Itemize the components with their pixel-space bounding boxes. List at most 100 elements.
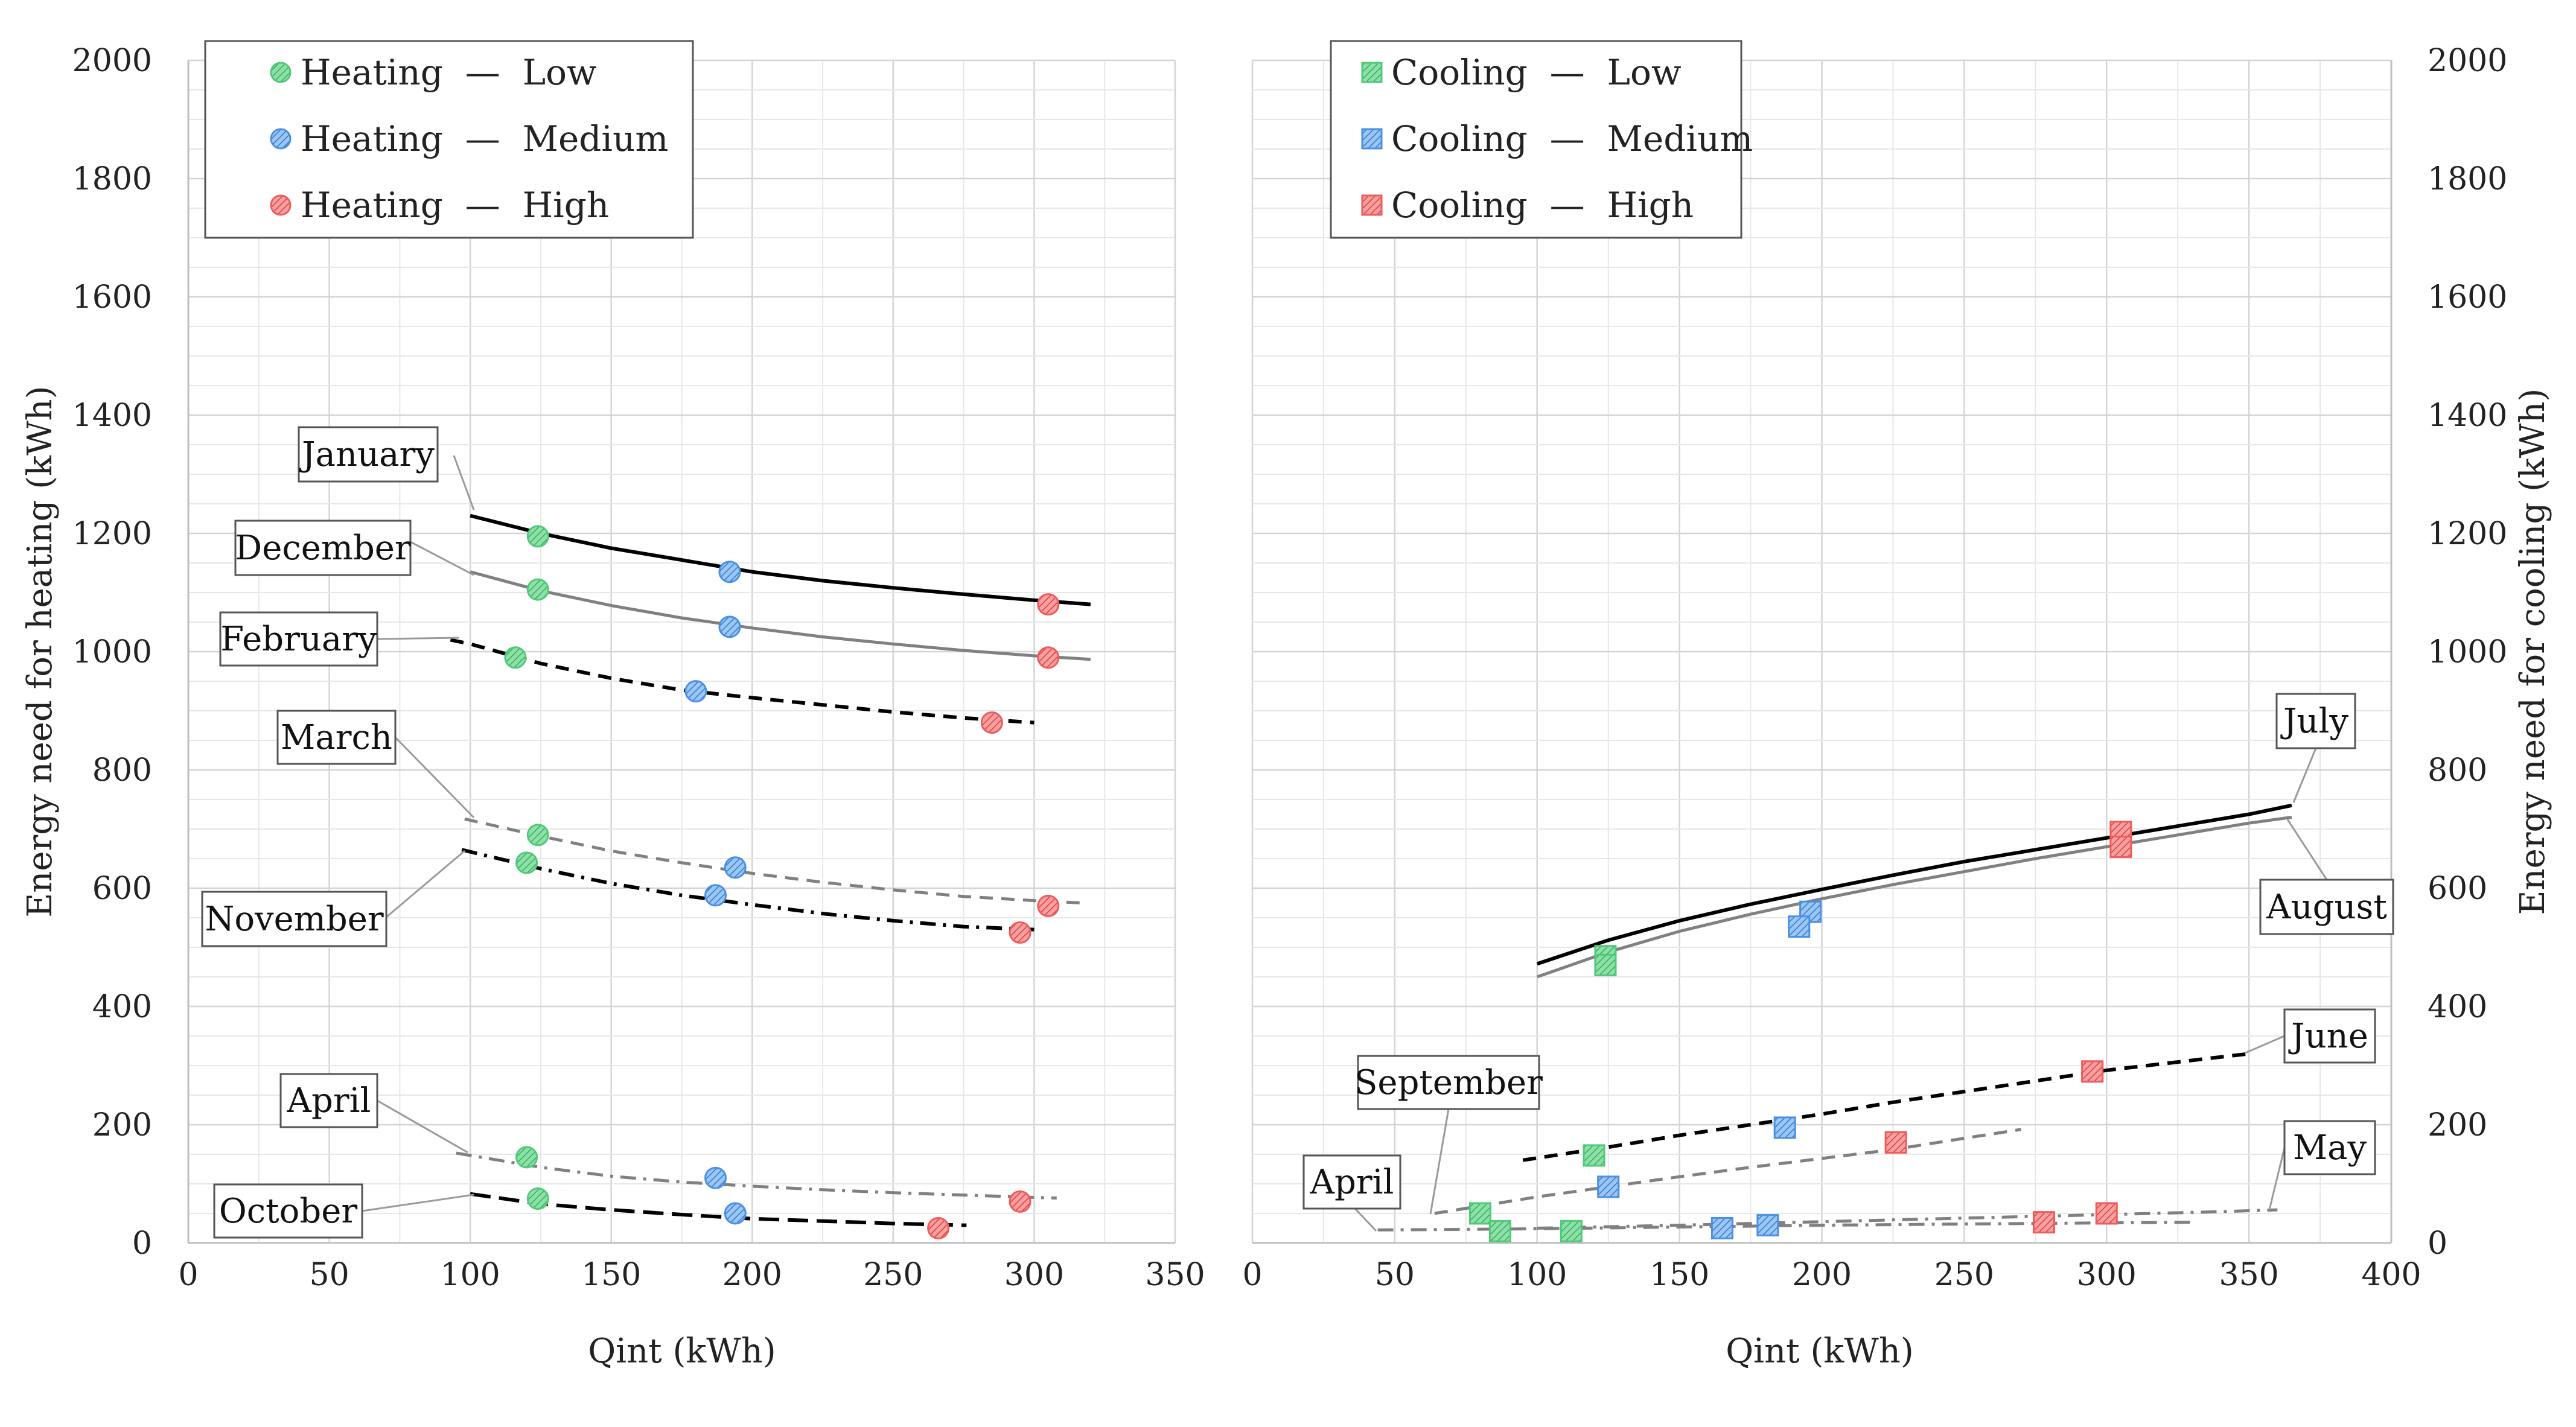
callout-leader	[394, 736, 475, 819]
data-point-march-medium	[724, 856, 747, 879]
legend-marker	[270, 194, 292, 216]
data-point-august-high	[2109, 835, 2132, 858]
callout-box	[298, 426, 439, 483]
y-tick-label: 1400	[72, 398, 152, 434]
x-tick-label: 400	[2361, 1257, 2421, 1293]
x-tick-label: 200	[1792, 1257, 1852, 1293]
callout-box	[2275, 693, 2356, 749]
data-point-september-high	[1884, 1131, 1907, 1154]
y-tick-label: 2000	[2428, 43, 2507, 79]
data-point-august-low	[1594, 953, 1617, 976]
heating-chart: 0 50 100 150 200 250 300 350 0 200 400 600 800 1000 12…	[21, 40, 1205, 1371]
x-tick-label: 200	[722, 1257, 782, 1293]
y-tick-label: 200	[2428, 1107, 2487, 1143]
callout-label-november: November	[205, 900, 384, 939]
callout-box	[213, 1183, 363, 1239]
callout-label-july: July	[2280, 702, 2348, 741]
data-point-june-low	[1583, 1144, 1605, 1167]
series-line-september	[1434, 1128, 2022, 1215]
series-line-july	[1536, 803, 2292, 966]
callout-leader	[2245, 1035, 2285, 1054]
callout-box	[2283, 1008, 2376, 1064]
data-point-november-high	[1009, 921, 1031, 944]
callout-leader	[377, 1099, 468, 1154]
x-tick-label: 150	[581, 1257, 641, 1293]
data-point-april-medium	[1710, 1217, 1733, 1239]
y-tick-label: 1400	[2428, 398, 2507, 434]
legend-marker	[270, 62, 292, 83]
callout-label-october: October	[219, 1192, 357, 1231]
legend: Heating — Low Heating — Medium Heating — H…	[204, 40, 694, 239]
y-tick-label: 600	[92, 871, 152, 907]
y-tick-label: 1600	[72, 279, 152, 316]
y-tick-label: 600	[2428, 871, 2487, 907]
x-tick-label: 50	[309, 1257, 349, 1293]
callout-label-september: September	[1354, 1063, 1543, 1102]
data-point-february-high	[980, 711, 1003, 734]
data-point-december-medium	[718, 615, 741, 638]
x-tick-label: 350	[2219, 1257, 2278, 1293]
data-point-april-low	[515, 1146, 538, 1169]
legend-marker	[1361, 194, 1383, 216]
y-tick-label: 1200	[72, 516, 152, 552]
data-point-january-high	[1037, 593, 1060, 616]
callout-leader	[410, 541, 474, 576]
callout-box	[219, 611, 378, 667]
y-tick-label: 800	[92, 752, 152, 789]
y-tick-label: 1800	[2428, 161, 2507, 197]
x-tick-label: 50	[1375, 1257, 1415, 1293]
data-point-november-low	[515, 851, 538, 874]
callout-box	[1302, 1154, 1401, 1210]
data-point-october-high	[927, 1217, 950, 1239]
callout-leader	[2268, 1147, 2286, 1210]
series-line-january	[470, 513, 1091, 606]
gridlines	[187, 59, 1176, 1244]
callout-box	[279, 1073, 378, 1128]
x-tick-label: 100	[1507, 1257, 1567, 1293]
callout-box	[2283, 1120, 2376, 1175]
callout-label-april: April	[1310, 1163, 1394, 1202]
y-tick-label: 400	[92, 989, 152, 1025]
data-point-august-medium	[1788, 915, 1811, 938]
data-point-january-medium	[718, 561, 741, 583]
data-point-april-high	[2032, 1211, 2055, 1234]
x-tick-label: 150	[1650, 1257, 1709, 1293]
series-line-june	[1522, 1052, 2249, 1162]
callout-label-december: December	[235, 529, 411, 568]
series-line-november	[461, 848, 1035, 932]
callout-leader	[377, 637, 459, 640]
data-point-july-medium	[1799, 900, 1822, 923]
callout-box	[234, 520, 412, 576]
data-point-june-medium	[1773, 1116, 1796, 1139]
data-point-january-low	[526, 525, 549, 548]
series-line-may	[1537, 1208, 2278, 1230]
callout-leader	[362, 1193, 474, 1212]
data-point-march-high	[1037, 894, 1060, 917]
callout-label-january: January	[299, 435, 435, 474]
data-point-may-low	[1560, 1219, 1583, 1242]
x-tick-label: 250	[863, 1257, 923, 1293]
legend-box	[1330, 40, 1742, 239]
data-point-december-low	[526, 578, 549, 601]
series-line-april	[456, 1151, 1057, 1200]
y-tick-label: 800	[2428, 752, 2487, 789]
y-tick-label: 1800	[72, 161, 152, 197]
y-tick-label: 1000	[2428, 634, 2507, 670]
data-point-december-high	[1037, 646, 1060, 669]
legend-label: Cooling — Low	[1391, 52, 1682, 93]
y-axis-label: Energy need for heating (kWh)	[21, 386, 60, 917]
x-tick-label: 0	[1242, 1257, 1262, 1293]
data-point-november-medium	[704, 884, 727, 907]
legend-label: Cooling — High	[1391, 185, 1694, 226]
data-point-september-low	[1468, 1202, 1491, 1225]
callout-box	[201, 891, 387, 947]
data-point-march-low	[526, 824, 549, 847]
data-point-april-medium	[704, 1166, 727, 1189]
legend-label: Heating — High	[301, 185, 609, 226]
callout-label-april: April	[287, 1081, 371, 1120]
x-tick-label: 300	[2077, 1257, 2137, 1293]
data-point-april-high	[1009, 1190, 1031, 1213]
callout-leader	[2292, 748, 2317, 803]
series-line-march	[464, 817, 1082, 904]
